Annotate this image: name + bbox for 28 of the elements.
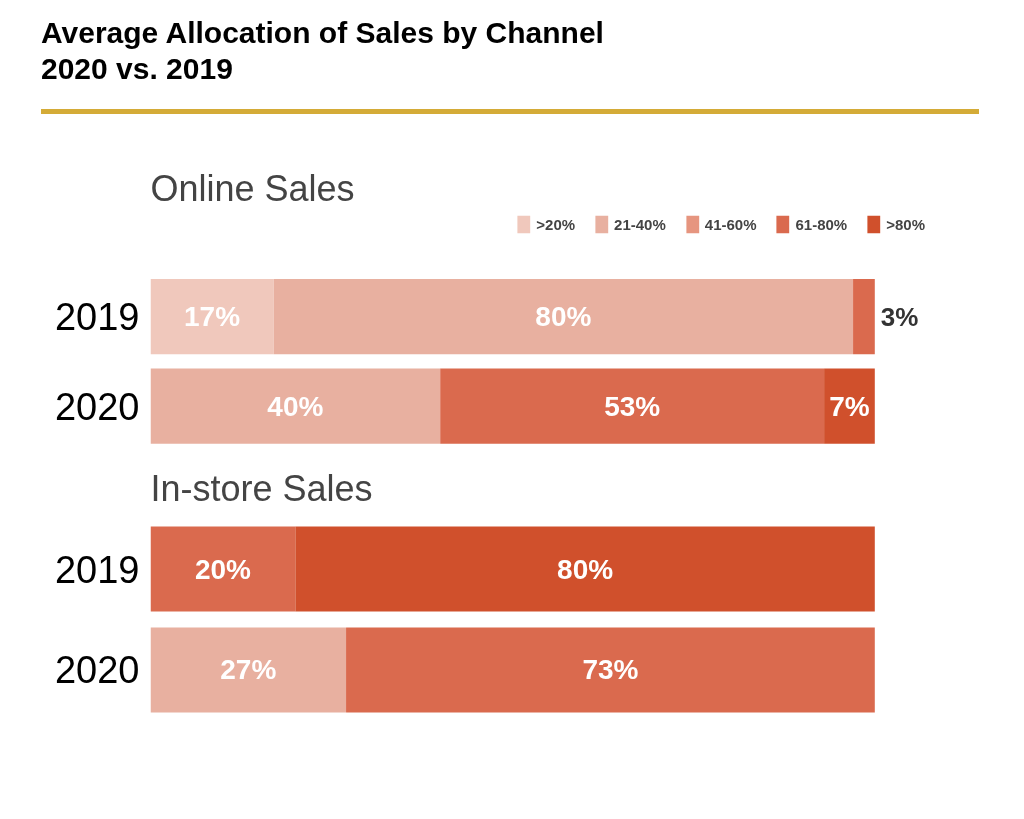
- data-label: 40%: [267, 390, 324, 422]
- legend-label: >80%: [886, 215, 925, 233]
- data-label: 20%: [194, 553, 252, 585]
- chart-title: Average Allocation of Sales by Channel 2020 vs. 2019: [41, 15, 979, 114]
- legend-label: >20%: [536, 215, 576, 233]
- data-label: 27%: [220, 654, 277, 686]
- bar: [273, 278, 854, 355]
- legend-label: 41-60%: [704, 215, 757, 233]
- bar: [440, 368, 825, 444]
- bar: [150, 368, 441, 444]
- legend-label: 61-80%: [795, 215, 848, 233]
- chart-title: In-store Sales: [150, 467, 373, 509]
- data-label: 17%: [184, 301, 241, 333]
- data-label: 3%: [880, 301, 919, 332]
- y-tick-label: 2020: [54, 385, 140, 428]
- data-label: 80%: [557, 553, 614, 585]
- data-label: 73%: [582, 654, 639, 686]
- bar: [853, 278, 875, 355]
- bar: [824, 368, 875, 444]
- data-label: 80%: [535, 301, 592, 333]
- data-label: 7%: [829, 390, 870, 422]
- y-tick-label: 2019: [54, 548, 140, 591]
- data-label: 53%: [604, 390, 661, 422]
- legend-label: 21-40%: [614, 215, 666, 233]
- y-tick-label: 2020: [54, 649, 140, 692]
- chart-subtitle: Online Sales: [150, 167, 355, 209]
- bar: [150, 278, 274, 355]
- y-tick-label: 2019: [54, 296, 140, 339]
